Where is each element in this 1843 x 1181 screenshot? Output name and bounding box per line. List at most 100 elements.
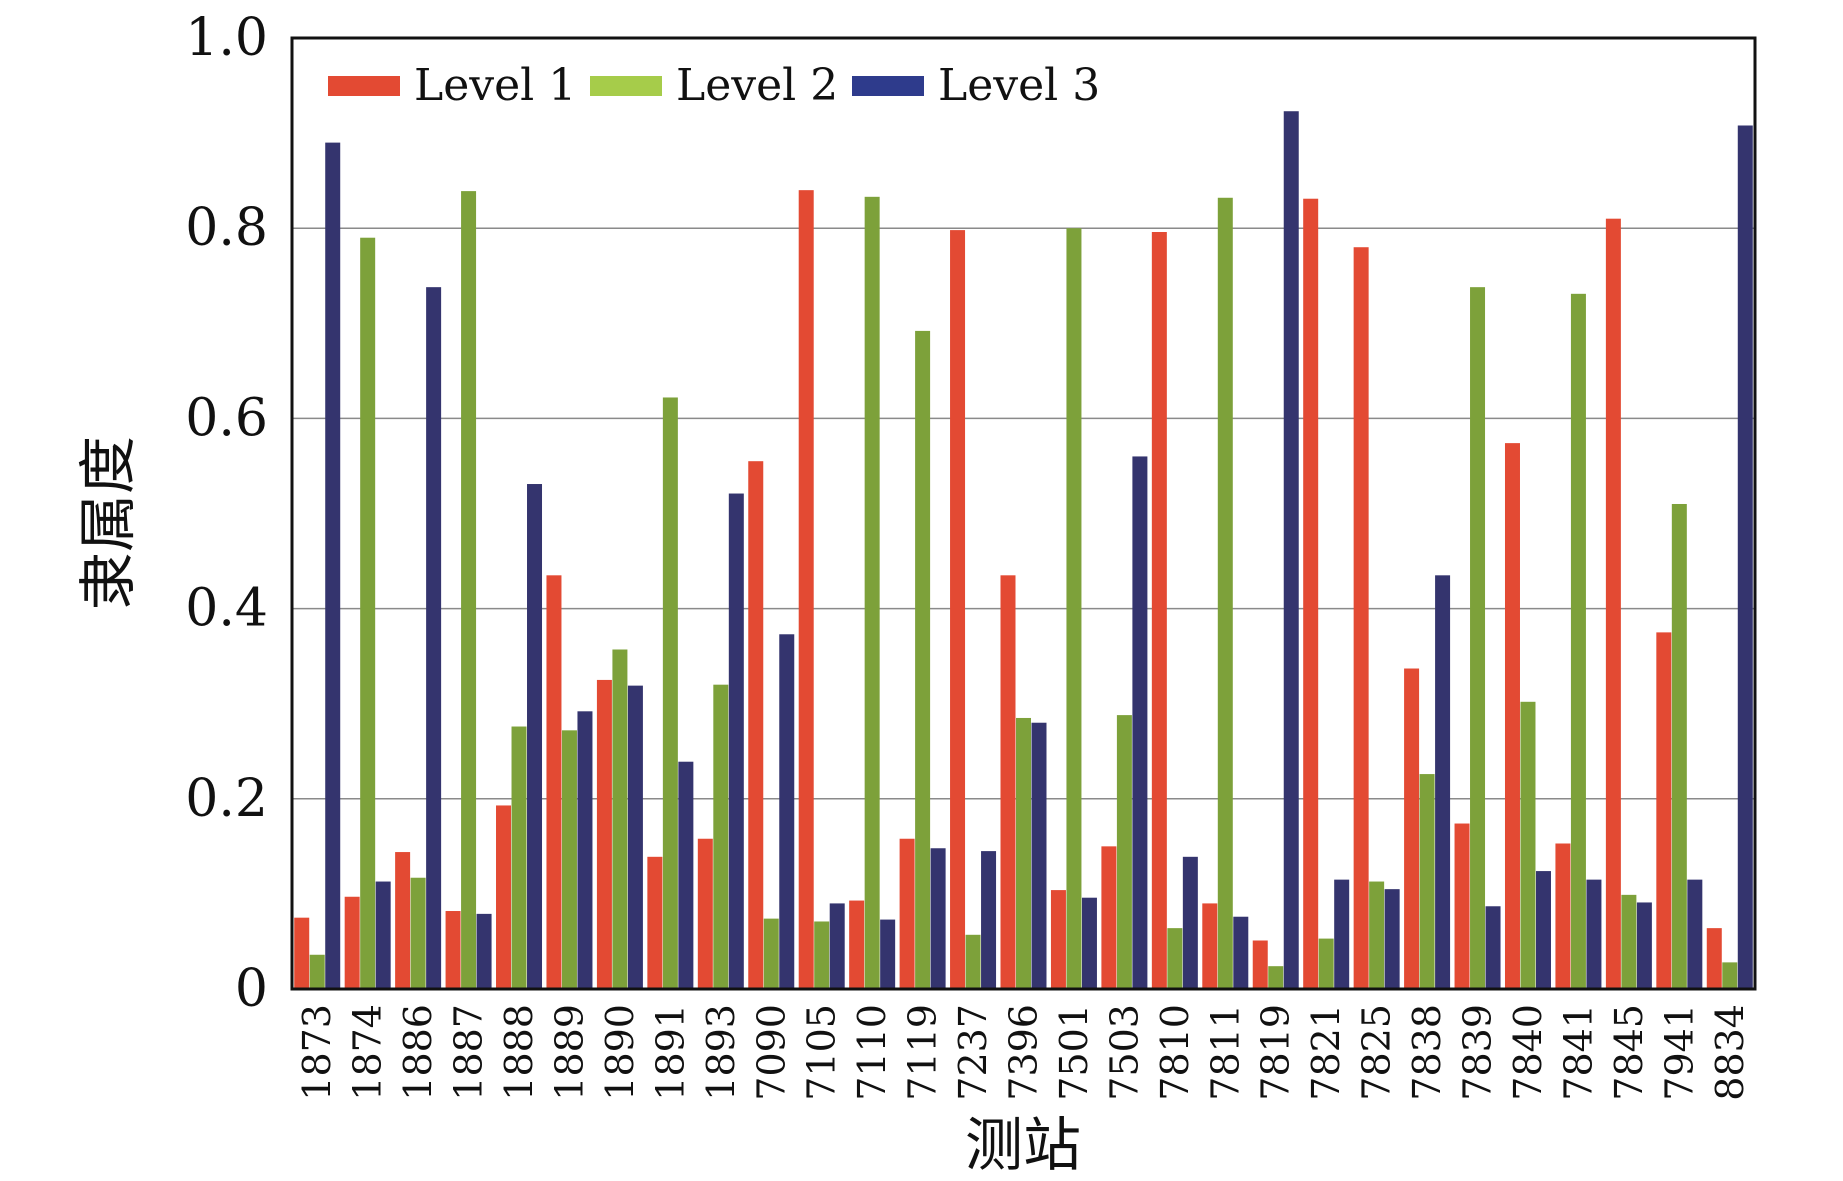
bar-level-1-7840: [1504, 443, 1520, 990]
bar-level-2-7090: [763, 918, 779, 989]
x-tick-label: 7941: [1657, 1004, 1701, 1101]
x-tick-label: 1893: [699, 1004, 743, 1101]
bar-level-2-7237: [965, 934, 981, 989]
x-tick-label: 7845: [1607, 1004, 1651, 1101]
bar-level-1-7810: [1151, 232, 1167, 989]
legend-label-level-1: Level 1: [414, 60, 576, 111]
bar-level-1-1889: [546, 575, 562, 989]
bar-level-1-7841: [1555, 843, 1571, 989]
x-tick-label: 7237: [951, 1004, 995, 1101]
x-tick-label: 7811: [1203, 1004, 1247, 1101]
legend-background: [318, 52, 1100, 116]
bar-level-2-1890: [612, 649, 628, 989]
bar-level-2-7105: [814, 921, 830, 989]
bar-level-1-7105: [798, 190, 814, 989]
bar-level-1-7839: [1454, 823, 1470, 989]
x-tick-label: 1886: [396, 1004, 440, 1101]
bar-level-3-1874: [375, 881, 391, 989]
bar-level-1-1874: [344, 896, 360, 989]
bar-level-2-7119: [915, 330, 931, 990]
bar-level-1-7501: [1050, 890, 1066, 989]
x-tick-label: 7821: [1304, 1004, 1348, 1101]
bar-level-1-7825: [1353, 247, 1369, 990]
bar-level-3-7821: [1334, 879, 1350, 989]
bar-level-1-7396: [1000, 575, 1016, 989]
bar-level-3-7501: [1081, 897, 1097, 989]
bar-level-3-1886: [426, 287, 442, 989]
x-tick-label: 1874: [346, 1004, 390, 1101]
bar-level-3-1891: [678, 761, 694, 989]
bar-level-3-7841: [1586, 879, 1602, 989]
bar-level-2-7825: [1369, 881, 1385, 989]
bars: [294, 111, 1753, 990]
bar-level-3-1888: [527, 484, 543, 989]
legend-swatch-level-1: [328, 76, 400, 96]
bar-level-2-7503: [1116, 715, 1132, 989]
bar-level-2-1873: [309, 954, 325, 989]
x-tick-label: 1890: [598, 1004, 642, 1101]
bar-level-3-7237: [981, 851, 997, 989]
y-tick-label: 0.2: [185, 769, 268, 829]
bar-level-3-7838: [1435, 575, 1451, 989]
x-tick-label: 7396: [1002, 1004, 1046, 1101]
bar-level-3-8834: [1737, 125, 1753, 989]
bar-level-2-8834: [1722, 962, 1738, 989]
bar-level-2-7838: [1419, 774, 1435, 989]
bar-level-2-7840: [1520, 701, 1536, 989]
bar-level-2-7841: [1570, 293, 1586, 990]
bar-level-3-1873: [325, 142, 341, 990]
bar-level-2-1888: [511, 726, 527, 989]
bar-level-3-7819: [1283, 111, 1299, 990]
x-tick-label: 7810: [1153, 1004, 1197, 1101]
bar-level-1-1888: [496, 805, 512, 989]
x-tick-label: 7501: [1052, 1004, 1096, 1101]
x-tick-label: 7503: [1102, 1004, 1146, 1101]
bar-level-3-1893: [728, 493, 744, 989]
x-tick-label: 7110: [850, 1004, 894, 1101]
bar-level-3-7090: [779, 634, 795, 989]
bar-level-3-7810: [1182, 856, 1198, 989]
bar-level-3-1890: [627, 685, 643, 989]
bar-level-2-7845: [1621, 894, 1637, 989]
bar-level-1-1886: [395, 852, 411, 989]
bar-level-2-1887: [461, 191, 477, 990]
bar-level-3-7825: [1384, 889, 1400, 989]
legend-label-level-2: Level 2: [676, 60, 838, 111]
bar-level-3-7840: [1535, 871, 1551, 989]
bar-level-2-7839: [1470, 287, 1486, 989]
bar-level-3-7110: [880, 919, 896, 989]
bar-level-1-7845: [1605, 218, 1621, 989]
x-tick-label: 1887: [447, 1004, 491, 1101]
bar-level-1-7090: [748, 461, 764, 989]
y-tick-label: 0.4: [185, 579, 268, 639]
bar-level-1-8834: [1706, 928, 1722, 989]
legend-swatch-level-2: [590, 76, 662, 96]
bar-level-1-1891: [647, 856, 663, 989]
bar-level-1-7838: [1404, 668, 1420, 989]
plot-frame: [290, 36, 1757, 991]
bar-level-3-1887: [476, 913, 492, 989]
x-tick-label: 1891: [648, 1004, 692, 1101]
bar-level-1-1887: [445, 911, 461, 989]
bar-level-1-7503: [1101, 846, 1117, 989]
x-tick-label: 7090: [749, 1004, 793, 1101]
bar-level-2-1891: [662, 397, 678, 989]
x-tick-label: 7840: [1506, 1004, 1550, 1101]
x-tick-label: 7105: [800, 1004, 844, 1101]
bar-level-2-1874: [360, 237, 376, 989]
x-tick-label: 8834: [1708, 1004, 1752, 1101]
bar-level-2-7819: [1268, 966, 1284, 989]
bar-level-1-7819: [1252, 940, 1268, 989]
bar-level-3-7941: [1687, 879, 1703, 989]
y-axis-label: 隶属度: [74, 436, 142, 610]
x-tick-label: 1873: [295, 1004, 339, 1101]
x-axis-label: 测站: [965, 1111, 1081, 1179]
bar-level-2-7941: [1671, 503, 1687, 989]
y-tick-label: 0.8: [185, 198, 268, 258]
bar-level-3-7839: [1485, 906, 1501, 989]
bar-level-2-7501: [1066, 228, 1082, 989]
bar-level-3-1889: [577, 711, 593, 989]
x-tick-label: 7825: [1355, 1004, 1399, 1101]
bar-level-2-7810: [1167, 928, 1183, 989]
